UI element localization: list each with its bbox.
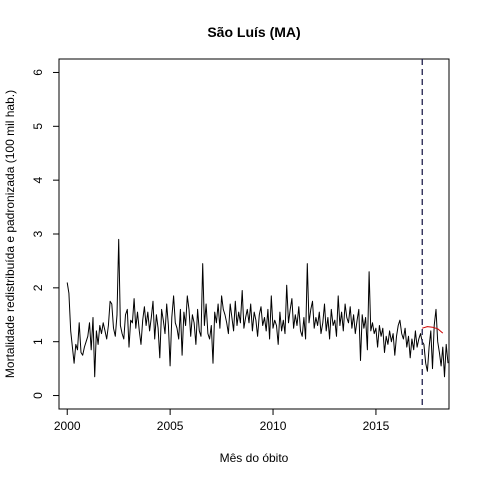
series-forecast-line — [422, 326, 444, 334]
y-tick-label: 6 — [31, 69, 45, 76]
x-axis-label: Mês do óbito — [220, 451, 289, 465]
y-tick-label: 1 — [31, 338, 45, 345]
plot-frame — [58, 58, 450, 410]
x-tick-label: 2010 — [260, 419, 287, 433]
y-tick-label: 4 — [31, 176, 45, 183]
x-axis: 2000 2005 2010 2015 — [54, 409, 390, 433]
y-tick-label: 5 — [31, 123, 45, 130]
y-tick-label: 3 — [31, 230, 45, 237]
y-axis: 0 1 2 3 4 5 6 — [31, 69, 59, 399]
x-tick-label: 2015 — [363, 419, 390, 433]
series-layer — [66, 238, 449, 378]
series-observed-line — [66, 238, 449, 378]
x-tick-label: 2000 — [54, 419, 81, 433]
y-tick-label: 2 — [31, 284, 45, 291]
y-tick-label: 0 — [31, 392, 45, 399]
x-tick-label: 2005 — [157, 419, 184, 433]
chart-title: São Luís (MA) — [207, 24, 300, 40]
y-axis-label: Mortalidade redistribuída e padronizada … — [3, 90, 17, 378]
